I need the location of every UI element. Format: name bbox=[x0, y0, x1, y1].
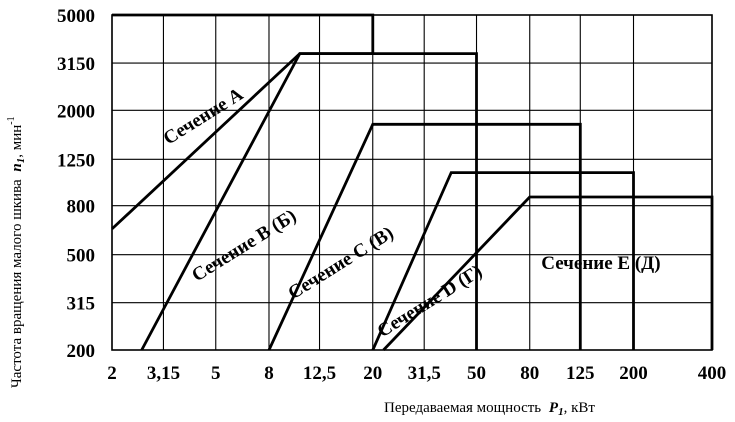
y-tick-label-200: 200 bbox=[67, 341, 96, 362]
x-tick-label-12-5: 12,5 bbox=[303, 363, 336, 384]
x-tick-label-2: 2 bbox=[107, 363, 117, 384]
section-boundary-2 bbox=[140, 52, 478, 351]
section-label-5: Сечение Е (Д) bbox=[541, 253, 660, 274]
y-axis-title: Частота вращения малого шкива n1, мин-1 bbox=[6, 116, 27, 388]
x-tick-label-125: 125 bbox=[566, 363, 595, 384]
section-label-2: Сечение В (Б) bbox=[188, 206, 300, 287]
grid bbox=[111, 14, 713, 351]
x-tick-label-3-15: 3,15 bbox=[147, 363, 180, 384]
section-boundary-4 bbox=[371, 171, 635, 351]
x-tick-label-80: 80 bbox=[520, 363, 539, 384]
y-axis-ticks: 200 315 500 800 1250 2000 3150 5000 bbox=[57, 6, 95, 362]
x-tick-label-400: 400 bbox=[698, 363, 727, 384]
y-tick-label-500: 500 bbox=[67, 246, 96, 267]
y-tick-label-2000: 2000 bbox=[57, 101, 95, 122]
section-label-3: Сечение С (В) bbox=[285, 223, 398, 304]
x-axis-title: Передаваемая мощность P1, кВт bbox=[384, 400, 595, 418]
y-tick-label-1250: 1250 bbox=[57, 150, 95, 171]
y-tick-label-5000: 5000 bbox=[57, 6, 95, 27]
x-tick-label-50: 50 bbox=[467, 363, 486, 384]
x-tick-label-31-5: 31,5 bbox=[408, 363, 441, 384]
x-tick-label-200: 200 bbox=[619, 363, 648, 384]
y-tick-label-800: 800 bbox=[67, 197, 96, 218]
y-tick-label-3150: 3150 bbox=[57, 54, 95, 75]
section-boundary-5 bbox=[382, 195, 714, 351]
x-tick-label-5: 5 bbox=[211, 363, 221, 384]
x-tick-label-20: 20 bbox=[363, 363, 382, 384]
x-tick-label-8: 8 bbox=[264, 363, 274, 384]
y-tick-label-315: 315 bbox=[67, 294, 96, 315]
section-boundary-3 bbox=[267, 122, 582, 351]
section-boundary-1 bbox=[111, 13, 375, 230]
plot-frame bbox=[111, 14, 713, 351]
section-boundaries bbox=[111, 13, 714, 351]
section-label-4: Сечение D (Г) bbox=[374, 261, 486, 342]
x-axis-ticks: 2 3,15 5 8 12,5 20 31,5 50 80 125 200 400 bbox=[107, 363, 726, 384]
